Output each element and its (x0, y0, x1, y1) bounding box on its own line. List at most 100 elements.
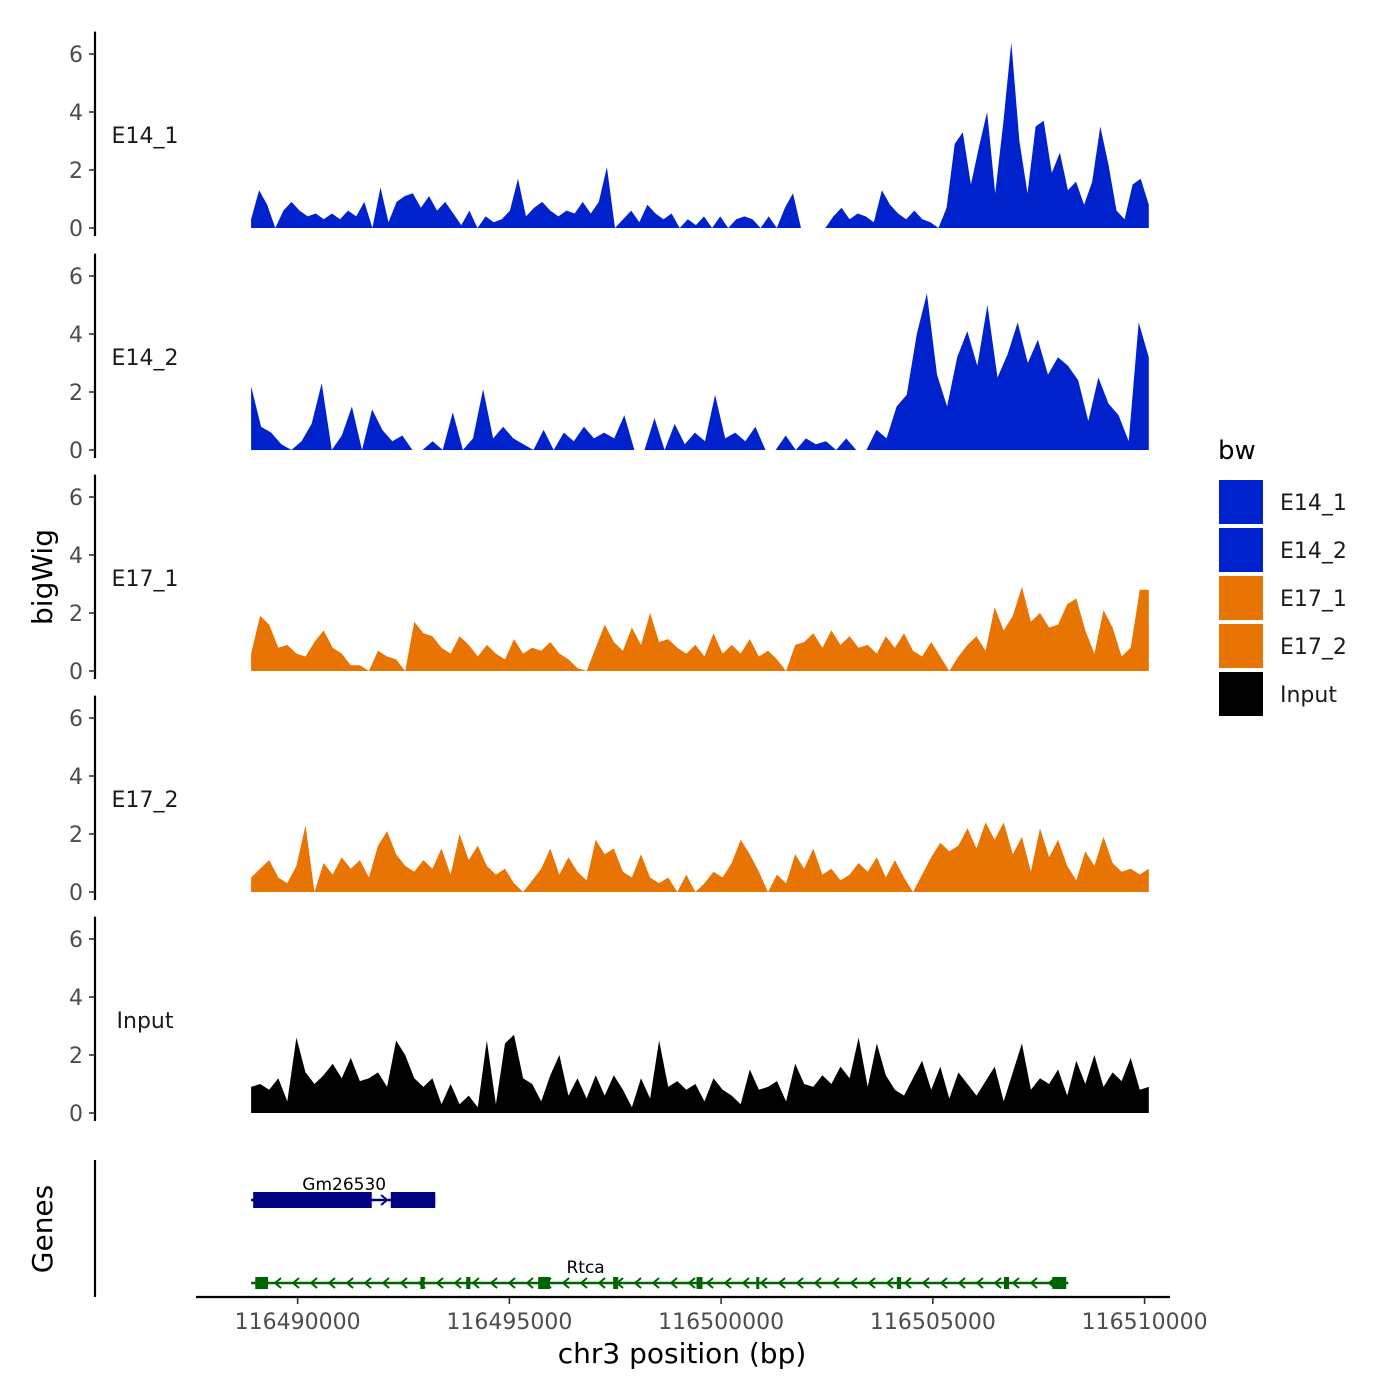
strand-chevron (633, 1277, 642, 1289)
y-tick-label: 0 (69, 660, 83, 685)
strand-chevron (759, 1277, 768, 1289)
legend: bw E14_1 E14_2 E17_1 E17_2 Input (1218, 436, 1347, 716)
strand-chevron (903, 1277, 912, 1289)
legend-title: bw (1218, 436, 1256, 466)
x-tick-label: 116505000 (870, 1310, 996, 1335)
strand-chevron (273, 1277, 282, 1289)
strand-chevron (363, 1277, 372, 1289)
gene-exon (538, 1277, 551, 1289)
y-tick-label: 0 (69, 217, 83, 242)
strand-chevron (489, 1277, 498, 1289)
gene-exon (756, 1277, 760, 1289)
strand-chevron (399, 1277, 408, 1289)
strand-chevron (471, 1277, 480, 1289)
legend-label: E17_2 (1280, 635, 1347, 660)
y-tick-label: 0 (69, 1102, 83, 1127)
strand-chevron (813, 1277, 822, 1289)
track-panels: 0 2 4 6 E14_1 0 2 4 6 E14_2 0 2 4 6 E17_1 0 2 4 6 E17_2 0 2 4 6… (69, 31, 1149, 1127)
y-tick-label: 4 (69, 544, 83, 569)
strand-chevron (1011, 1277, 1020, 1289)
legend-swatch (1219, 576, 1263, 620)
signal-area-e14-2 (251, 293, 1149, 450)
gene-exon (1003, 1277, 1010, 1289)
x-axis-title: chr3 position (bp) (558, 1337, 807, 1370)
strand-chevron (525, 1277, 534, 1289)
strand-chevron (921, 1277, 930, 1289)
gene-exon (896, 1277, 902, 1289)
y-tick-label: 0 (69, 881, 83, 906)
gene-exon (696, 1277, 703, 1289)
x-tick-label: 116500000 (658, 1310, 784, 1335)
strand-chevron (993, 1277, 1002, 1289)
track-e14-2: 0 2 4 6 E14_2 (69, 253, 1149, 464)
strand-chevron (741, 1277, 750, 1289)
strand-chevron (435, 1277, 444, 1289)
strand-chevron (867, 1277, 876, 1289)
strand-chevron (849, 1277, 858, 1289)
x-tick-label: 116510000 (1082, 1310, 1208, 1335)
track-e17-1: 0 2 4 6 E17_1 (69, 474, 1149, 685)
strand-chevron (291, 1277, 300, 1289)
strand-chevron (1029, 1277, 1038, 1289)
y-tick-label: 6 (69, 265, 83, 290)
genes-panel: Gm26530 Rtca (93, 1160, 1069, 1297)
legend-label: Input (1280, 683, 1337, 708)
strand-chevron (669, 1277, 678, 1289)
track-e14-1: 0 2 4 6 E14_1 (69, 31, 1149, 242)
legend-label: E14_1 (1280, 491, 1347, 516)
gene-name-label: Gm26530 (302, 1175, 386, 1195)
strand-chevron (687, 1277, 696, 1289)
y-tick-label: 2 (69, 159, 83, 184)
legend-label: E17_1 (1280, 587, 1347, 612)
strand-chevron (831, 1277, 840, 1289)
gene-rtca: Rtca (251, 1258, 1069, 1289)
strand-chevron (975, 1277, 984, 1289)
signal-area-e17-2 (251, 822, 1149, 892)
genes-axis-title: Genes (26, 1185, 59, 1273)
y-tick-label: 4 (69, 986, 83, 1011)
strand-chevron (380, 1194, 389, 1206)
y-tick-label: 2 (69, 381, 83, 406)
legend-item-input: Input (1219, 672, 1337, 716)
y-tick-label: 6 (69, 707, 83, 732)
gene-exon (613, 1277, 619, 1289)
y-tick-label: 4 (69, 101, 83, 126)
gene-exon (466, 1277, 471, 1289)
legend-item-e14-2: E14_2 (1219, 528, 1347, 572)
track-e17-2: 0 2 4 6 E17_2 (69, 695, 1149, 906)
y-axis-title: bigWig (26, 529, 59, 625)
y-tick-label: 0 (69, 439, 83, 464)
gene-exon (420, 1277, 425, 1289)
signal-area-e14-1 (251, 42, 1149, 229)
strand-chevron (957, 1277, 966, 1289)
gene-gm26530: Gm26530 (251, 1175, 436, 1208)
legend-item-e17-2: E17_2 (1219, 624, 1347, 668)
x-tick-label: 116495000 (446, 1310, 572, 1335)
y-tick-label: 4 (69, 323, 83, 348)
strand-chevron (561, 1277, 570, 1289)
y-tick-label: 6 (69, 43, 83, 68)
signal-area-e17-1 (251, 586, 1149, 671)
strand-chevron (723, 1277, 732, 1289)
legend-swatch (1219, 528, 1263, 572)
signal-area-input (251, 1034, 1149, 1113)
y-tick-label: 6 (69, 486, 83, 511)
strand-chevron (597, 1277, 606, 1289)
strand-chevron (939, 1277, 948, 1289)
legend-item-e14-1: E14_1 (1219, 480, 1347, 524)
strand-chevron (453, 1277, 462, 1289)
gene-exon (253, 1192, 372, 1208)
track-input: 0 2 4 6 Input (69, 916, 1149, 1127)
y-tick-label: 2 (69, 1044, 83, 1069)
legend-swatch (1219, 480, 1263, 524)
legend-swatch (1219, 672, 1263, 716)
track-label: E14_2 (112, 346, 179, 371)
legend-item-e17-1: E17_1 (1219, 576, 1347, 620)
y-tick-label: 4 (69, 765, 83, 790)
legend-label: E14_2 (1280, 539, 1347, 564)
strand-chevron (507, 1277, 516, 1289)
gene-exon (1052, 1277, 1067, 1289)
gene-exon (255, 1277, 268, 1289)
